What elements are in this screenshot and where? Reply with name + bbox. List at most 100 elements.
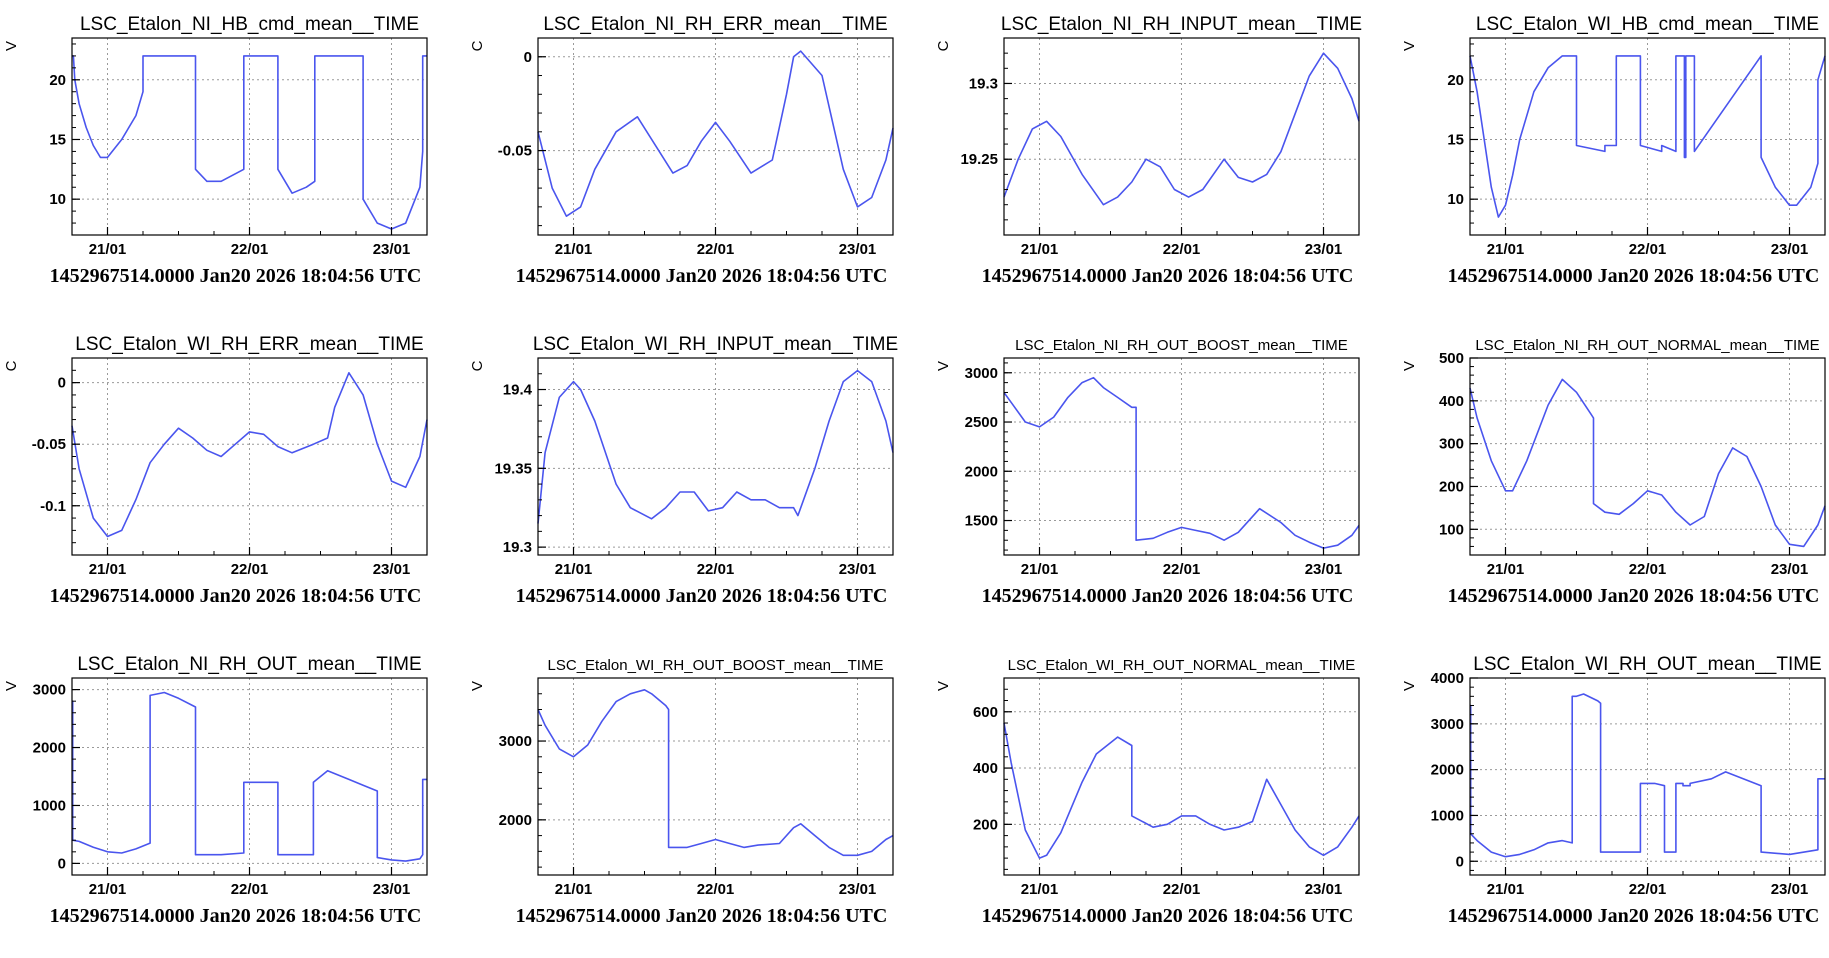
y-tick-label: 20 xyxy=(1447,72,1464,89)
x-tick-label: 23/01 xyxy=(1771,561,1809,578)
chart-panel: LSC_Etalon_WI_RH_OUT_NORMAL_mean__TIME V 2… xyxy=(932,640,1389,958)
chart-title: LSC_Etalon_NI_RH_INPUT_mean__TIME xyxy=(1001,14,1362,35)
y-tick-label: 400 xyxy=(973,760,998,777)
footer-timestamp: 1452967514.0000 Jan20 2026 18:04:56 UTC xyxy=(516,905,888,927)
plot-frame xyxy=(1469,357,1826,556)
y-tick-label: 3000 xyxy=(1431,716,1464,733)
chart-panel: LSC_Etalon_NI_RH_ERR_mean__TIME C 21/01 22/… xyxy=(466,0,923,318)
footer-timestamp: 1452967514.0000 Jan20 2026 18:04:56 UTC xyxy=(516,585,888,607)
y-tick-label: -0.05 xyxy=(32,436,66,453)
footer-timestamp: 1452967514.0000 Jan20 2026 18:04:56 UTC xyxy=(516,265,888,287)
x-tick-label: 21/01 xyxy=(89,241,127,258)
plot-frame xyxy=(1469,677,1826,876)
plot-frame xyxy=(1003,37,1360,236)
x-tick-label: 21/01 xyxy=(89,561,127,578)
x-tick-label: 21/01 xyxy=(1487,241,1525,258)
y-axis-label: C xyxy=(469,360,486,371)
y-tick-label: 500 xyxy=(1439,350,1464,367)
plot-frame xyxy=(537,37,894,236)
x-tick-label: 21/01 xyxy=(555,881,593,898)
x-tick-label: 23/01 xyxy=(1305,561,1343,578)
y-axis-label: C xyxy=(469,40,486,51)
x-tick-label: 21/01 xyxy=(555,561,593,578)
y-tick-label: 4000 xyxy=(1431,670,1464,687)
y-axis-label: V xyxy=(1401,361,1418,371)
footer-timestamp: 1452967514.0000 Jan20 2026 18:04:56 UTC xyxy=(1448,585,1820,607)
chart-panel: LSC_Etalon_NI_RH_OUT_mean__TIME V 21/01 22/… xyxy=(0,640,457,958)
plot-frame xyxy=(71,677,428,876)
series-line xyxy=(1469,55,1826,218)
x-tick-label: 23/01 xyxy=(839,561,877,578)
x-tick-label: 22/01 xyxy=(1629,241,1667,258)
x-tick-label: 22/01 xyxy=(1163,241,1201,258)
series-line xyxy=(1003,52,1360,206)
footer-timestamp: 1452967514.0000 Jan20 2026 18:04:56 UTC xyxy=(982,585,1354,607)
y-tick-label: 1500 xyxy=(965,513,998,530)
y-tick-label: 400 xyxy=(1439,393,1464,410)
series-line xyxy=(71,371,428,538)
plot-frame xyxy=(537,677,894,876)
chart-panel: LSC_Etalon_WI_RH_OUT_BOOST_mean__TIME V 21… xyxy=(466,640,923,958)
x-tick-label: 23/01 xyxy=(373,561,411,578)
y-tick-label: 1000 xyxy=(1431,807,1464,824)
chart-svg: LSC_Etalon_WI_RH_INPUT_mean__TIME C 21/01 2… xyxy=(469,334,898,607)
chart-svg: LSC_Etalon_WI_RH_OUT_NORMAL_mean__TIME V 2… xyxy=(935,657,1360,927)
y-tick-label: 10 xyxy=(1447,191,1464,208)
y-tick-label: 10 xyxy=(49,191,66,208)
chart-panel: LSC_Etalon_NI_RH_OUT_NORMAL_mean__TIME V 2… xyxy=(1398,320,1829,638)
y-axis-label: V xyxy=(1401,681,1418,691)
y-tick-label: -0.05 xyxy=(498,143,532,160)
y-tick-label: 600 xyxy=(973,704,998,721)
footer-timestamp: 1452967514.0000 Jan20 2026 18:04:56 UTC xyxy=(982,905,1354,927)
chart-panel: LSC_Etalon_WI_RH_ERR_mean__TIME C 21/01 22/… xyxy=(0,320,457,638)
y-axis-label: V xyxy=(469,681,486,691)
series-line xyxy=(1469,378,1826,548)
y-tick-label: 15 xyxy=(1447,131,1464,148)
y-tick-label: 200 xyxy=(1439,478,1464,495)
x-tick-label: 21/01 xyxy=(1487,561,1525,578)
chart-title: LSC_Etalon_NI_RH_OUT_NORMAL_mean__TIME xyxy=(1475,337,1819,354)
x-tick-label: 23/01 xyxy=(839,241,877,258)
x-tick-label: 23/01 xyxy=(839,881,877,898)
plot-frame xyxy=(1003,677,1360,876)
chart-svg: LSC_Etalon_NI_RH_OUT_BOOST_mean__TIME V 21… xyxy=(935,337,1360,607)
y-tick-label: 0 xyxy=(524,49,532,66)
chart-svg: LSC_Etalon_NI_RH_INPUT_mean__TIME C 21/01 2… xyxy=(935,14,1362,287)
y-tick-label: 0 xyxy=(58,375,66,392)
x-tick-label: 23/01 xyxy=(1771,241,1809,258)
x-tick-label: 22/01 xyxy=(697,881,735,898)
y-tick-label: 19.35 xyxy=(494,460,532,477)
x-tick-label: 22/01 xyxy=(1163,561,1201,578)
series-line xyxy=(72,55,427,230)
chart-title: LSC_Etalon_NI_RH_OUT_mean__TIME xyxy=(77,654,421,675)
x-tick-label: 22/01 xyxy=(231,241,269,258)
y-tick-label: 15 xyxy=(49,131,66,148)
x-tick-label: 21/01 xyxy=(555,241,593,258)
series-line xyxy=(71,691,427,862)
chart-title: LSC_Etalon_NI_HB_cmd_mean__TIME xyxy=(80,14,419,35)
series-line xyxy=(537,369,894,524)
x-tick-label: 21/01 xyxy=(1021,881,1059,898)
footer-timestamp: 1452967514.0000 Jan20 2026 18:04:56 UTC xyxy=(1448,905,1820,927)
y-tick-label: 19.25 xyxy=(960,151,998,168)
chart-svg: LSC_Etalon_WI_RH_OUT_mean__TIME V 21/01 22/… xyxy=(1401,654,1826,927)
chart-panel: LSC_Etalon_WI_RH_INPUT_mean__TIME C 21/01 2… xyxy=(466,320,923,638)
chart-title: LSC_Etalon_WI_HB_cmd_mean__TIME xyxy=(1476,14,1819,35)
y-axis-label: C xyxy=(3,360,20,371)
y-tick-label: 19.3 xyxy=(503,539,532,556)
x-tick-label: 22/01 xyxy=(1629,881,1667,898)
y-tick-label: 3000 xyxy=(499,733,532,750)
plot-frame xyxy=(71,37,428,236)
chart-svg: LSC_Etalon_WI_RH_OUT_BOOST_mean__TIME V 21… xyxy=(469,657,894,927)
plot-frame xyxy=(1469,37,1826,236)
y-axis-label: V xyxy=(935,681,952,691)
x-tick-label: 23/01 xyxy=(373,241,411,258)
y-axis-label: C xyxy=(935,40,952,51)
plot-frame xyxy=(71,357,428,556)
chart-svg: LSC_Etalon_NI_RH_OUT_mean__TIME V 21/01 22/… xyxy=(3,654,428,927)
series-line xyxy=(1469,693,1825,858)
chart-title: LSC_Etalon_WI_RH_ERR_mean__TIME xyxy=(75,334,424,355)
chart-svg: LSC_Etalon_NI_HB_cmd_mean__TIME V 21/01 22/… xyxy=(3,14,428,287)
chart-svg: LSC_Etalon_NI_RH_OUT_NORMAL_mean__TIME V 2… xyxy=(1401,337,1826,607)
y-tick-label: 2000 xyxy=(33,740,66,757)
